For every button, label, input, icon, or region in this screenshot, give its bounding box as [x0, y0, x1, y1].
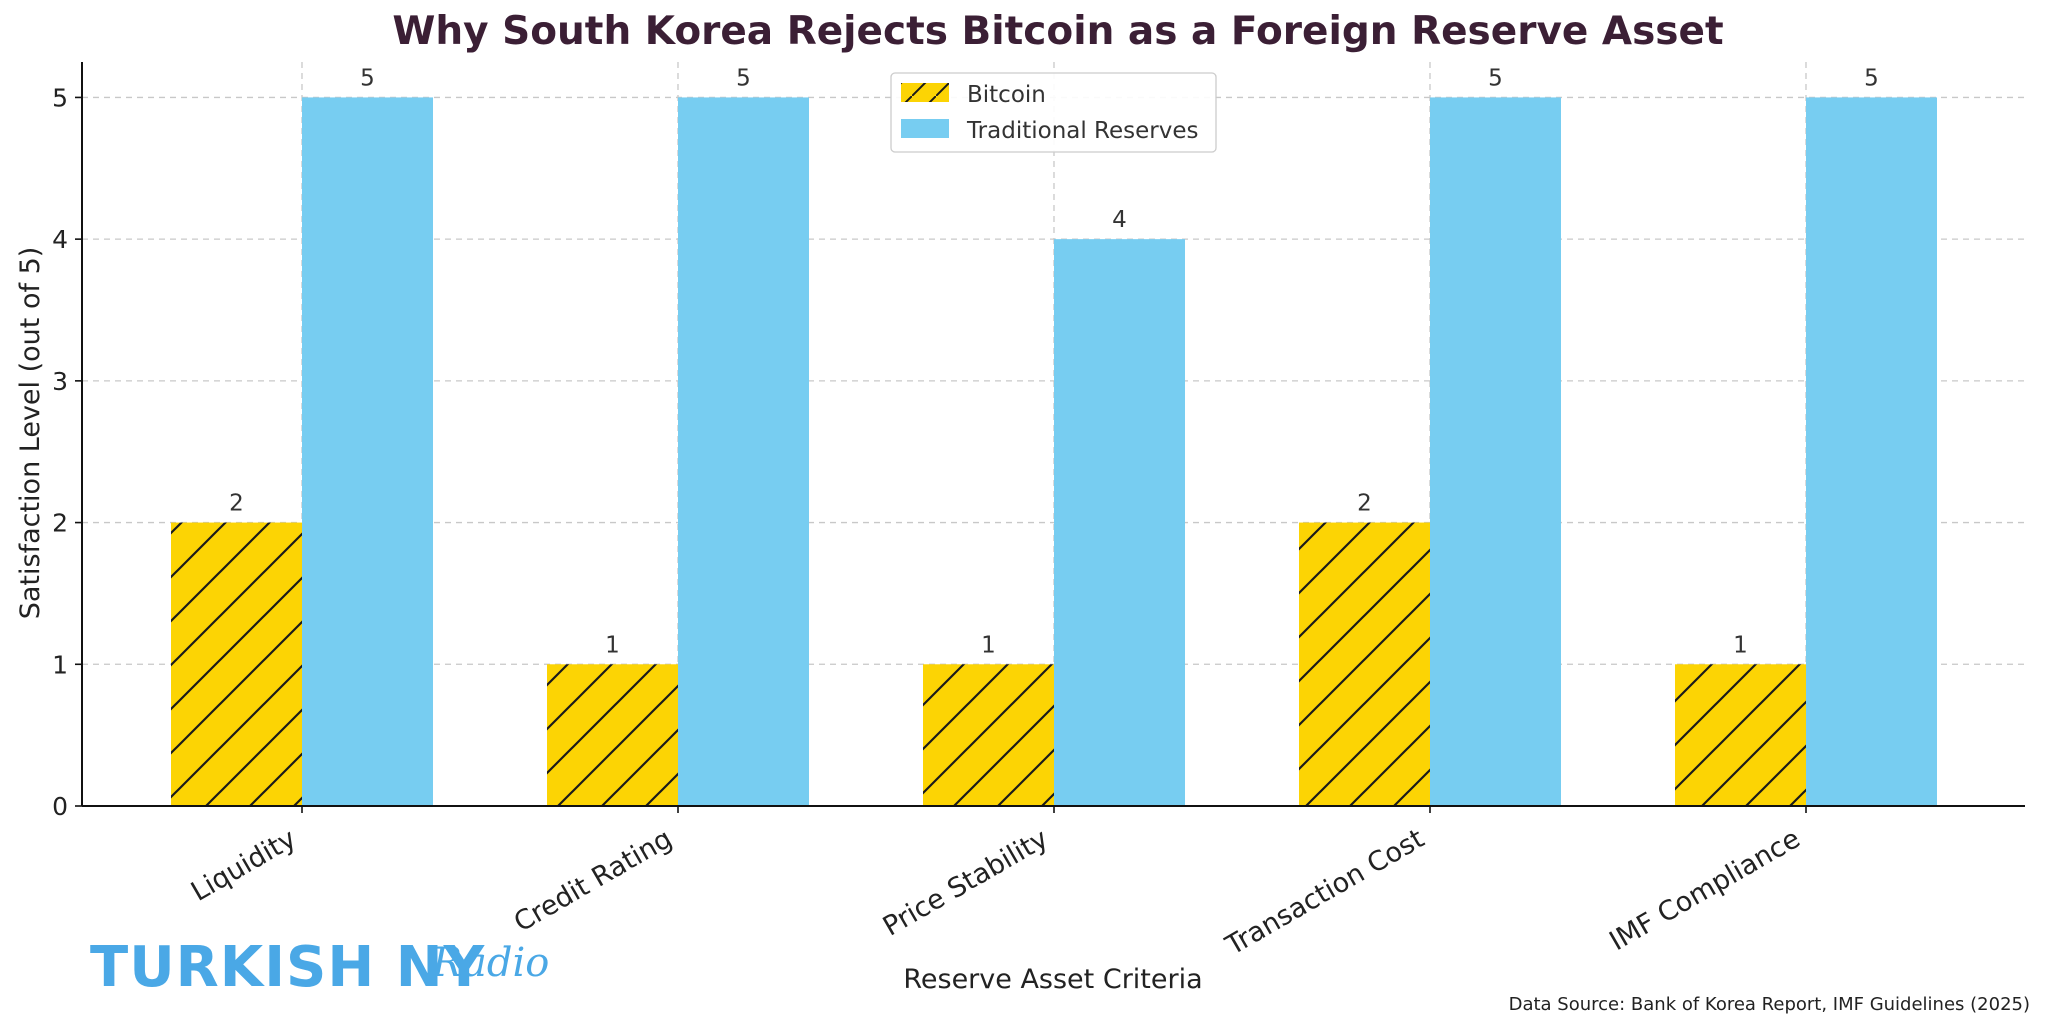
y-tick-label: 4 [52, 225, 68, 254]
data-source-note: Data Source: Bank of Korea Report, IMF G… [1509, 994, 2030, 1015]
x-tick-label: Credit Rating [509, 823, 678, 938]
data-label: 5 [1864, 65, 1879, 91]
y-tick-label: 5 [52, 83, 68, 112]
legend-entry: Traditional Reserves [966, 118, 1199, 144]
bar [678, 97, 809, 806]
data-label: 5 [736, 65, 751, 91]
data-label: 5 [360, 65, 375, 91]
x-tick-label: Transaction Cost [1220, 823, 1430, 962]
bar [171, 522, 302, 806]
logo-text: TURKISH NY [90, 935, 486, 1000]
data-label: 4 [1112, 207, 1127, 233]
bar [1806, 97, 1937, 806]
y-tick-label: 0 [52, 792, 68, 821]
y-tick-label: 1 [52, 650, 68, 679]
data-label: 1 [1733, 632, 1748, 658]
data-label: 1 [605, 632, 620, 658]
chart-title: Why South Korea Rejects Bitcoin as a For… [392, 9, 1723, 54]
bar [547, 664, 678, 806]
data-label: 2 [1357, 491, 1372, 517]
data-label: 2 [229, 491, 244, 517]
legend-swatch [901, 119, 949, 138]
logo-script-text: Radio [431, 940, 549, 986]
bar [302, 97, 433, 806]
legend-swatch [901, 83, 949, 102]
data-label: 5 [1488, 65, 1503, 91]
y-tick-label: 3 [52, 367, 68, 396]
x-axis-label: Reserve Asset Criteria [903, 964, 1202, 995]
x-tick-label: Liquidity [186, 823, 302, 908]
turkish-ny-radio-logo: TURKISH NY Radio [90, 935, 549, 1000]
x-tick-label: IMF Compliance [1604, 823, 1805, 957]
bar [1675, 664, 1806, 806]
bar [1430, 97, 1561, 806]
bars [171, 97, 1937, 807]
bar [1054, 239, 1185, 807]
legend: Bitcoin Traditional Reserves [890, 72, 1217, 153]
bar [923, 664, 1054, 806]
legend-entry: Bitcoin [967, 82, 1046, 108]
data-labels: 2 1 1 2 1 5 5 4 5 5 [229, 65, 1879, 658]
legend-box [890, 72, 1217, 153]
data-label: 1 [981, 632, 996, 658]
x-tick-label: Price Stability [878, 823, 1054, 942]
y-axis-label: Satisfaction Level (out of 5) [15, 247, 46, 620]
y-tick-label: 2 [52, 509, 68, 538]
bar [1299, 522, 1430, 806]
